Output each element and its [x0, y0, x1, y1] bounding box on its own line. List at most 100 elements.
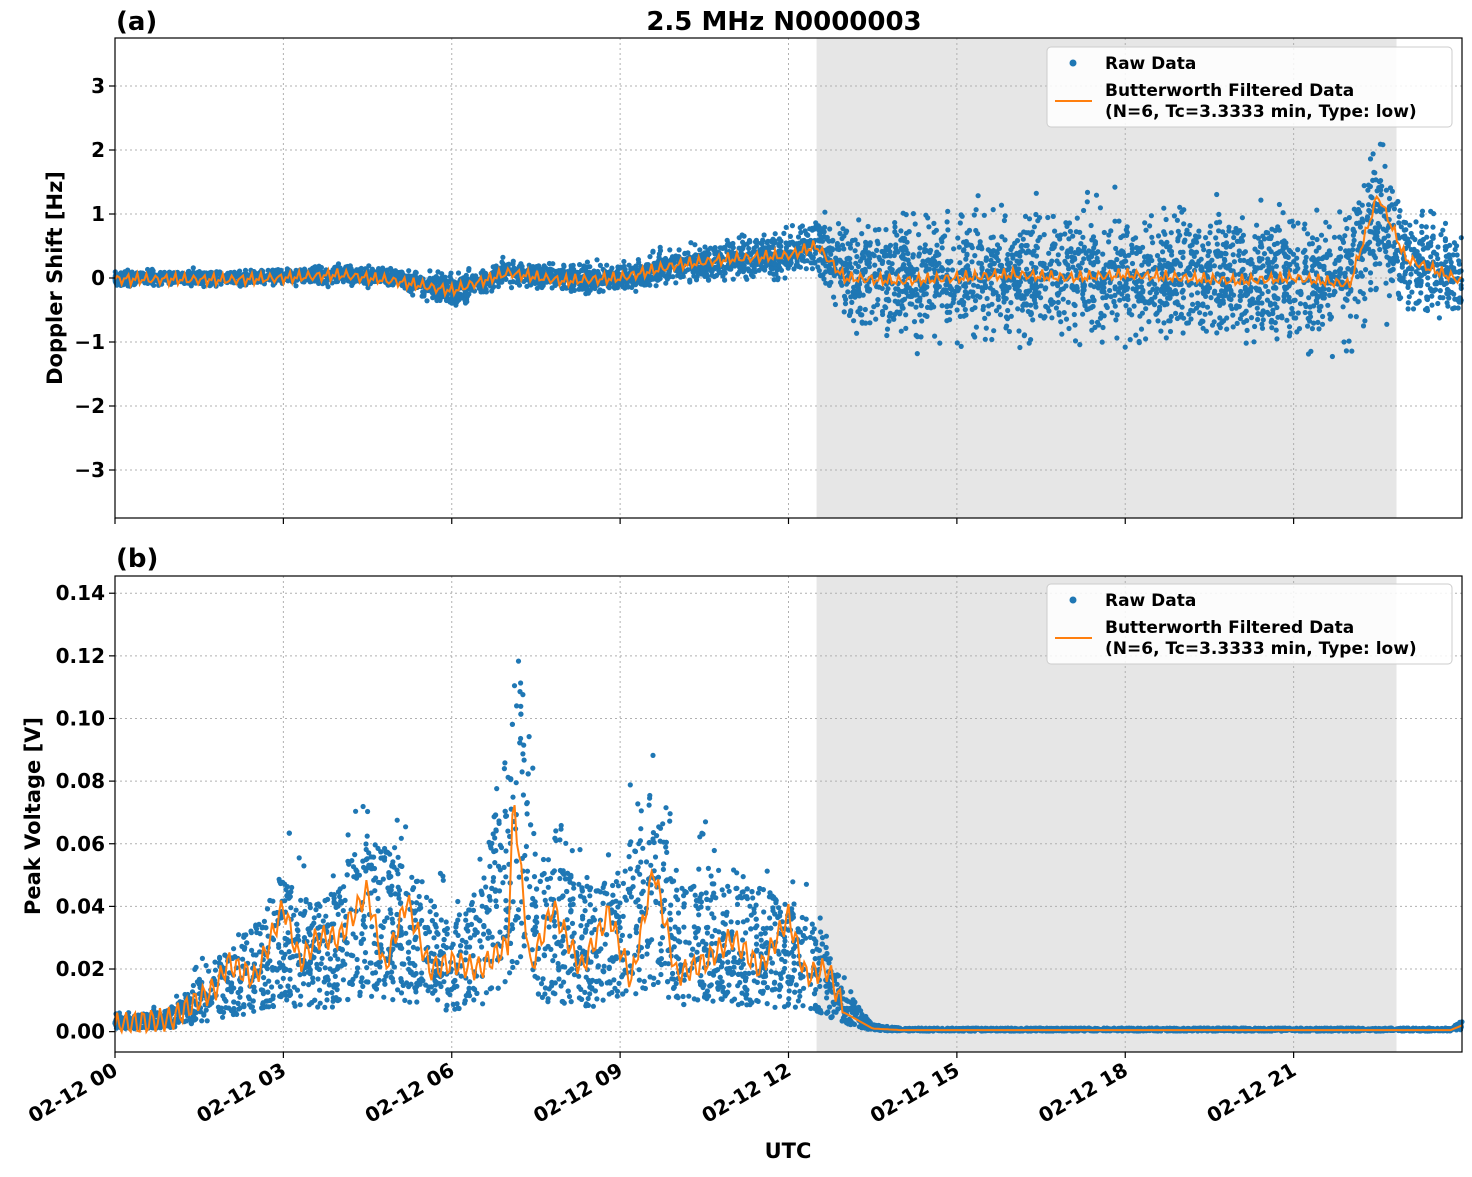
raw-data-point	[1303, 259, 1308, 264]
raw-data-point	[1346, 291, 1351, 296]
raw-data-point	[1237, 248, 1242, 253]
raw-data-point	[687, 278, 692, 283]
raw-data-point	[810, 226, 815, 231]
raw-data-point	[815, 265, 820, 270]
raw-data-point	[1310, 326, 1315, 331]
raw-data-point	[1435, 301, 1440, 306]
raw-data-point	[1123, 254, 1128, 259]
raw-data-point	[1287, 295, 1292, 300]
raw-data-point	[1242, 311, 1247, 316]
raw-data-point	[535, 286, 540, 291]
raw-data-point	[999, 234, 1004, 239]
raw-data-point	[1314, 285, 1319, 290]
raw-data-point	[1222, 258, 1227, 263]
raw-data-point	[919, 318, 924, 323]
raw-data-point	[1417, 299, 1422, 304]
raw-data-point	[855, 242, 860, 247]
raw-data-point	[958, 220, 963, 225]
raw-data-point	[1143, 228, 1148, 233]
raw-data-point	[1325, 252, 1330, 257]
raw-data-point	[731, 277, 736, 282]
raw-data-point	[1201, 326, 1206, 331]
raw-data-point	[1360, 219, 1365, 224]
raw-data-point	[1314, 208, 1319, 213]
raw-data-point	[1343, 248, 1348, 253]
raw-data-point	[940, 268, 945, 273]
raw-data-point	[1346, 339, 1351, 344]
raw-data-point	[1363, 267, 1368, 272]
raw-data-point	[1034, 191, 1039, 196]
raw-data-point	[569, 269, 574, 274]
raw-data-point	[447, 299, 452, 304]
raw-data-point	[1256, 296, 1261, 301]
raw-data-point	[1081, 283, 1086, 288]
raw-data-point	[1188, 308, 1193, 313]
raw-data-point	[1296, 310, 1301, 315]
raw-data-point	[912, 319, 917, 324]
raw-data-point	[1387, 293, 1392, 298]
raw-data-point	[1376, 242, 1381, 247]
raw-data-point	[857, 293, 862, 298]
raw-data-point	[884, 252, 889, 257]
raw-data-point	[1116, 219, 1121, 224]
raw-data-point	[875, 302, 880, 307]
raw-data-point	[788, 234, 793, 239]
raw-data-point	[925, 305, 930, 310]
raw-data-point	[894, 233, 899, 238]
raw-data-point	[1020, 308, 1025, 313]
raw-data-point	[509, 285, 514, 290]
raw-data-point	[961, 302, 966, 307]
raw-data-point	[1269, 318, 1274, 323]
raw-data-point	[1110, 310, 1115, 315]
raw-data-point	[722, 278, 727, 283]
raw-data-point	[1143, 306, 1148, 311]
raw-data-point	[823, 269, 828, 274]
raw-data-point	[570, 284, 575, 289]
raw-data-point	[1032, 224, 1037, 229]
raw-data-point	[1152, 282, 1157, 287]
raw-data-point	[1403, 220, 1408, 225]
raw-data-point	[1327, 271, 1332, 276]
raw-data-point	[1281, 210, 1286, 215]
raw-data-point	[1180, 255, 1185, 260]
raw-data-point	[1365, 188, 1370, 193]
raw-data-point	[1375, 230, 1380, 235]
raw-data-point	[1212, 319, 1217, 324]
raw-data-point	[932, 267, 937, 272]
raw-data-point	[1175, 316, 1180, 321]
raw-data-point	[1408, 272, 1413, 277]
raw-data-point	[1051, 214, 1056, 219]
raw-data-point	[982, 213, 987, 218]
raw-data-point	[1038, 313, 1043, 318]
raw-data-point	[959, 344, 964, 349]
raw-data-point	[1272, 301, 1277, 306]
raw-data-point	[1350, 247, 1355, 252]
raw-data-point	[319, 265, 324, 270]
raw-data-point	[1127, 310, 1132, 315]
raw-data-point	[1291, 298, 1296, 303]
raw-data-point	[976, 193, 981, 198]
raw-data-point	[883, 245, 888, 250]
raw-data-point	[1189, 251, 1194, 256]
raw-data-point	[1008, 260, 1013, 265]
raw-data-point	[941, 287, 946, 292]
raw-data-point	[1075, 216, 1080, 221]
raw-data-point	[1430, 288, 1435, 293]
raw-data-point	[1411, 306, 1416, 311]
raw-data-point	[914, 333, 919, 338]
raw-data-point	[1348, 314, 1353, 319]
raw-data-point	[948, 259, 953, 264]
raw-data-point	[1152, 295, 1157, 300]
raw-data-point	[1208, 311, 1213, 316]
raw-data-point	[1022, 333, 1027, 338]
raw-data-point	[1214, 330, 1219, 335]
raw-data-point	[1261, 263, 1266, 268]
raw-data-point	[911, 211, 916, 216]
raw-data-point	[1424, 224, 1429, 229]
raw-data-point	[1206, 241, 1211, 246]
raw-data-point	[867, 320, 872, 325]
raw-data-point	[1105, 305, 1110, 310]
raw-data-point	[1032, 290, 1037, 295]
raw-data-point	[1200, 319, 1205, 324]
raw-data-point	[1368, 156, 1373, 161]
